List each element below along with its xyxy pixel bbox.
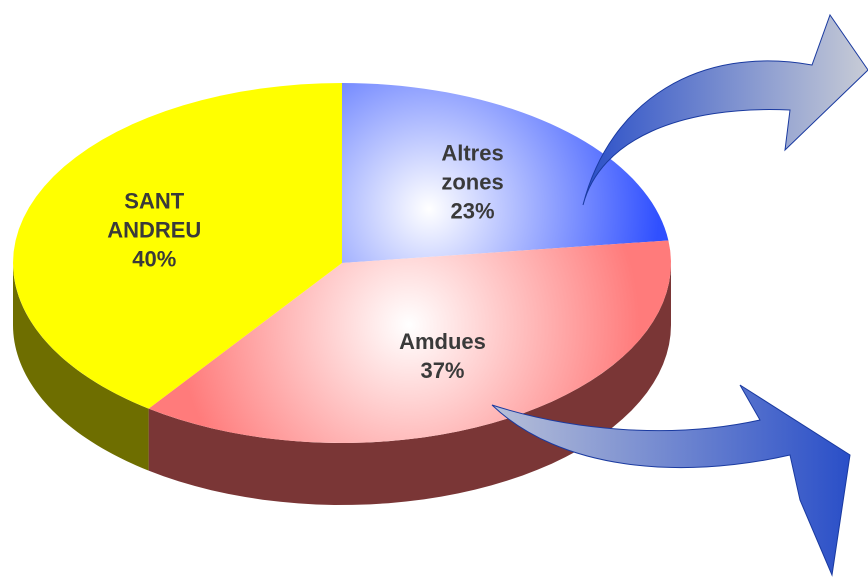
value-label: 40% [132, 246, 177, 272]
slice [342, 83, 669, 263]
category-label: SANT ANDREU [107, 188, 202, 243]
slice-label: Altres zones 23% [414, 138, 532, 225]
slice [13, 83, 342, 409]
slice [148, 240, 671, 443]
pie [13, 83, 671, 505]
slice-label: Amdues 37% [383, 327, 501, 385]
arrow-bottom [491, 384, 851, 577]
category-label: Amdues [399, 328, 486, 354]
slice-side [13, 263, 149, 471]
slice-side [148, 263, 671, 505]
slice-label: SANT ANDREU 40% [95, 186, 213, 273]
arrow-top [582, 13, 868, 206]
value-label: 37% [420, 357, 465, 383]
value-label: 23% [450, 198, 495, 224]
category-label: Altres zones [441, 140, 504, 195]
